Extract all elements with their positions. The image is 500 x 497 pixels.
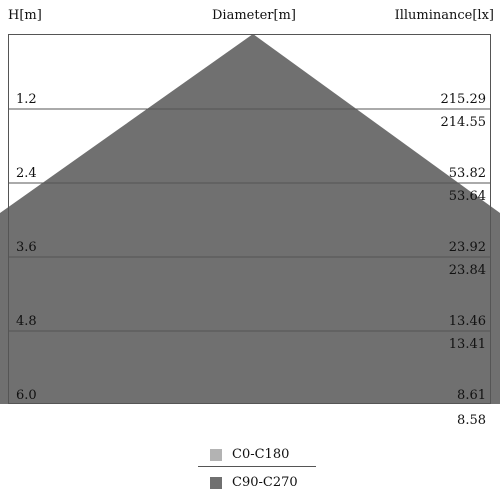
height-label-2: 2.4: [16, 166, 37, 181]
lux-c90-label-4: 13.41: [448, 337, 486, 352]
beam-cone-c90-c270: [0, 34, 500, 404]
legend-swatch-c90-c270: [210, 476, 222, 489]
lux-c0-label-1: 215.29: [440, 92, 487, 107]
height-axis-label: H[m]: [8, 8, 42, 23]
legend-item-c90-c270: C90-C270: [210, 475, 298, 490]
height-label-1: 1.2: [16, 92, 37, 107]
lux-c0-label-5: 8.61: [457, 388, 486, 403]
lux-c0-label-4: 13.46: [448, 314, 486, 329]
lux-c90-label-1: 214.55: [440, 115, 487, 130]
lux-c90-label-2: 53.64: [448, 189, 486, 204]
height-label-3: 3.6: [16, 240, 37, 255]
height-label-4: 4.8: [16, 314, 37, 329]
lux-c90-label-3: 23.84: [448, 263, 486, 278]
illuminance-axis-label: Illuminance[lx]: [394, 8, 494, 23]
lux-c0-label-2: 53.82: [448, 166, 486, 181]
lux-c90-label-5: 8.58: [457, 413, 486, 428]
diameter-axis-label: Diameter[m]: [212, 8, 296, 23]
legend-label-c90-c270: C90-C270: [232, 475, 298, 490]
height-label-5: 6.0: [16, 388, 37, 403]
legend-swatch-c0-c180: [210, 448, 222, 461]
legend-label-c0-c180: C0-C180: [232, 447, 290, 462]
diagram-frame: [8, 34, 491, 404]
legend-item-c0-c180: C0-C180: [210, 447, 289, 462]
legend-divider: [198, 466, 316, 467]
lux-c0-label-3: 23.92: [448, 240, 486, 255]
